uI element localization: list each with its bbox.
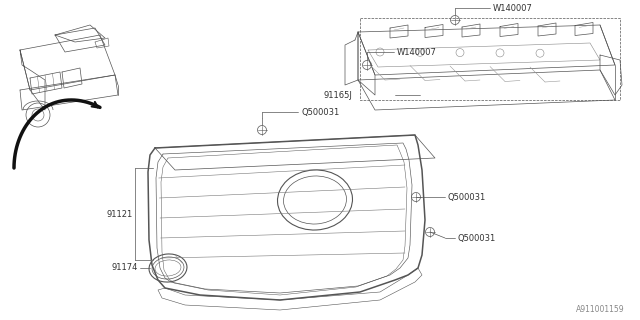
Text: Q500031: Q500031 [448,193,486,202]
Text: Q500031: Q500031 [301,108,339,116]
Text: 91121: 91121 [107,210,133,219]
Text: W140007: W140007 [397,47,437,57]
Text: 91174: 91174 [111,263,138,273]
Text: W140007: W140007 [493,4,533,12]
Text: Q500031: Q500031 [458,234,496,243]
Text: 91165J: 91165J [323,91,352,100]
Text: A911001159: A911001159 [577,305,625,314]
